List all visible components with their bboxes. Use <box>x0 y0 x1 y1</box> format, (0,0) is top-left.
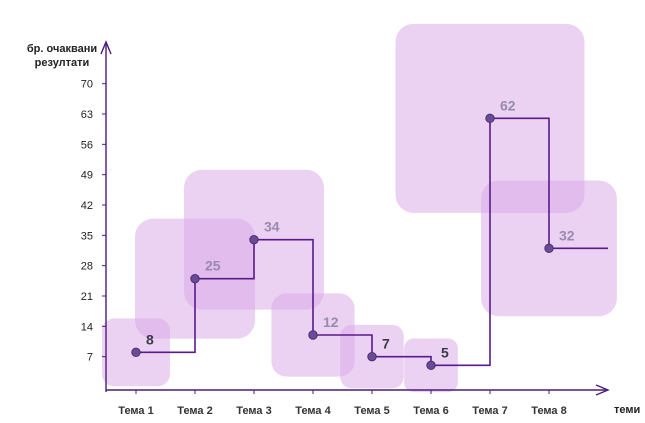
data-label: 32 <box>559 227 575 243</box>
data-point <box>485 113 495 124</box>
x-tick-label: Тема 1 <box>118 405 153 417</box>
y-tick-label: 56 <box>81 139 93 151</box>
y-axis-title: бр. очаквани резултати <box>27 43 97 69</box>
data-label: 5 <box>441 344 449 360</box>
x-tick-label: Тема 8 <box>531 405 566 417</box>
data-point <box>544 243 554 254</box>
data-point <box>308 330 318 340</box>
data-label: 25 <box>205 258 221 274</box>
y-tick-label: 28 <box>81 261 93 273</box>
points-layer <box>131 113 554 371</box>
data-point <box>367 351 377 362</box>
y-tick-label: 35 <box>81 230 93 242</box>
y-tick-label: 21 <box>81 291 93 303</box>
data-labels-layer: 8 25 34 12 7 5 62 32 <box>146 97 575 360</box>
y-tick-label: 63 <box>81 109 93 121</box>
data-point <box>190 273 200 284</box>
x-tick-label: Тема 6 <box>413 405 448 417</box>
axes-layer: бр. очаквани резултати теми <box>27 40 640 416</box>
data-label: 7 <box>382 336 390 352</box>
x-ticks: Тема 1 Тема 2 Тема 3 Тема 4 Тема 5 Тема 6 Тема… <box>118 390 567 417</box>
x-tick-label: Тема 4 <box>295 405 331 417</box>
data-label: 12 <box>323 314 339 330</box>
x-tick-label: Тема 7 <box>472 405 507 417</box>
data-point <box>249 234 259 245</box>
bubbles-layer <box>102 23 617 393</box>
series-line-layer <box>136 117 608 367</box>
x-tick-label: Тема 2 <box>177 405 212 417</box>
y-tick-label: 49 <box>81 170 93 182</box>
y-tick-label: 7 <box>87 352 93 364</box>
data-label: 8 <box>146 331 154 347</box>
y-tick-label: 14 <box>81 321 93 333</box>
x-tick-label: Тема 5 <box>354 405 389 417</box>
x-tick-label: Тема 3 <box>236 405 271 417</box>
x-axis-title: теми <box>614 404 640 416</box>
data-label: 62 <box>500 97 516 113</box>
data-point <box>131 347 141 358</box>
data-point <box>426 360 436 371</box>
series-step-line <box>136 117 608 367</box>
y-ticks: 7 14 21 28 35 42 49 56 63 70 <box>81 79 106 364</box>
y-tick-label: 70 <box>81 79 93 91</box>
y-tick-label: 42 <box>81 200 93 212</box>
data-label: 34 <box>264 219 280 235</box>
y-axis-arrow <box>100 40 112 55</box>
x-axis-arrow <box>595 384 610 396</box>
